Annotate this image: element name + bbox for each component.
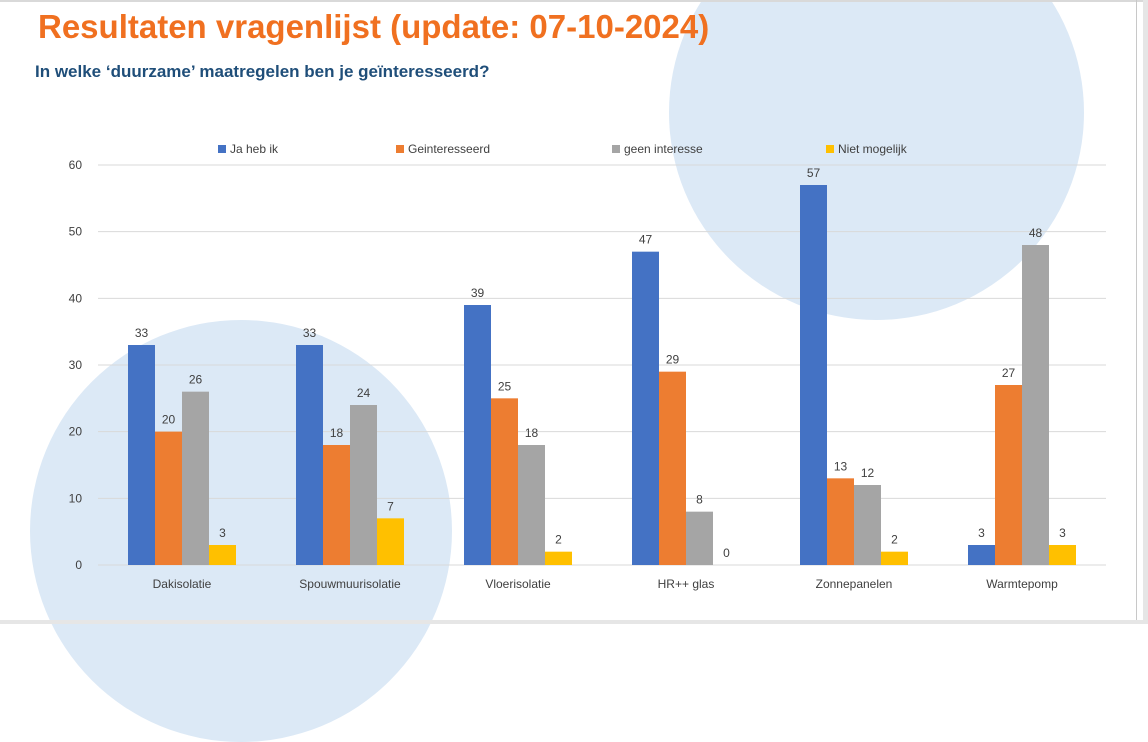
bar bbox=[377, 518, 404, 565]
data-label: 47 bbox=[639, 233, 653, 247]
legend-swatch bbox=[218, 145, 226, 153]
x-tick-label: Warmtepomp bbox=[986, 577, 1058, 591]
y-tick-label: 50 bbox=[69, 225, 83, 239]
data-label: 24 bbox=[357, 386, 371, 400]
x-tick-label: Dakisolatie bbox=[153, 577, 212, 591]
y-tick-label: 20 bbox=[69, 425, 83, 439]
bar bbox=[854, 485, 881, 565]
data-label: 48 bbox=[1029, 226, 1043, 240]
bar bbox=[209, 545, 236, 565]
data-label: 2 bbox=[891, 533, 898, 547]
x-tick-label: HR++ glas bbox=[658, 577, 715, 591]
bar bbox=[1022, 245, 1049, 565]
page-title: Resultaten vragenlijst (update: 07-10-20… bbox=[38, 8, 710, 45]
bar bbox=[827, 478, 854, 565]
y-tick-label: 10 bbox=[69, 491, 83, 505]
data-label: 20 bbox=[162, 413, 176, 427]
data-label: 33 bbox=[303, 326, 317, 340]
data-label: 12 bbox=[861, 466, 875, 480]
legend-label: Niet mogelijk bbox=[838, 142, 908, 156]
bar bbox=[881, 551, 908, 565]
data-label: 7 bbox=[387, 499, 394, 513]
slide-right-margin bbox=[1143, 0, 1148, 624]
bar bbox=[632, 251, 659, 565]
data-label: 18 bbox=[525, 426, 539, 440]
bar-chart: 01020304050603320263Dakisolatie3318247Sp… bbox=[69, 142, 1106, 591]
data-label: 3 bbox=[1059, 526, 1066, 540]
bar bbox=[659, 371, 686, 565]
data-label: 3 bbox=[978, 526, 985, 540]
data-label: 29 bbox=[666, 353, 680, 367]
x-tick-label: Zonnepanelen bbox=[816, 577, 893, 591]
bar bbox=[518, 445, 545, 565]
data-label: 3 bbox=[219, 526, 226, 540]
data-label: 33 bbox=[135, 326, 149, 340]
bar bbox=[545, 551, 572, 565]
bar bbox=[350, 405, 377, 565]
slide-right-border bbox=[1136, 0, 1137, 624]
background-circle-top bbox=[669, 0, 1084, 320]
legend-swatch bbox=[396, 145, 404, 153]
x-tick-label: Vloerisolatie bbox=[485, 577, 551, 591]
data-label: 27 bbox=[1002, 366, 1016, 380]
data-label: 2 bbox=[555, 533, 562, 547]
bar bbox=[1049, 545, 1076, 565]
page-subtitle: In welke ‘duurzame’ maatregelen ben je g… bbox=[35, 62, 490, 81]
slide-bottom-margin bbox=[0, 620, 1148, 624]
y-tick-label: 40 bbox=[69, 291, 83, 305]
data-label: 18 bbox=[330, 426, 344, 440]
bar bbox=[182, 391, 209, 565]
slide-top-border bbox=[0, 0, 1148, 2]
bar bbox=[155, 431, 182, 565]
y-tick-label: 60 bbox=[69, 158, 83, 172]
y-tick-label: 30 bbox=[69, 358, 83, 372]
data-label: 39 bbox=[471, 286, 485, 300]
data-label: 57 bbox=[807, 166, 821, 180]
bar bbox=[464, 305, 491, 565]
data-label: 0 bbox=[723, 546, 730, 560]
data-label: 26 bbox=[189, 373, 203, 387]
x-tick-label: Spouwmuurisolatie bbox=[299, 577, 401, 591]
bar bbox=[968, 545, 995, 565]
legend-label: Ja heb ik bbox=[230, 142, 279, 156]
legend-label: geen interesse bbox=[624, 142, 703, 156]
bar bbox=[128, 345, 155, 565]
data-label: 13 bbox=[834, 459, 848, 473]
bar bbox=[323, 445, 350, 565]
y-tick-label: 0 bbox=[75, 558, 82, 572]
bar bbox=[995, 385, 1022, 565]
legend-swatch bbox=[826, 145, 834, 153]
data-label: 8 bbox=[696, 493, 703, 507]
bar bbox=[800, 185, 827, 565]
bar bbox=[686, 511, 713, 565]
data-label: 25 bbox=[498, 379, 512, 393]
legend-swatch bbox=[612, 145, 620, 153]
legend-label: Geinteresseerd bbox=[408, 142, 490, 156]
bar bbox=[491, 398, 518, 565]
bar bbox=[296, 345, 323, 565]
